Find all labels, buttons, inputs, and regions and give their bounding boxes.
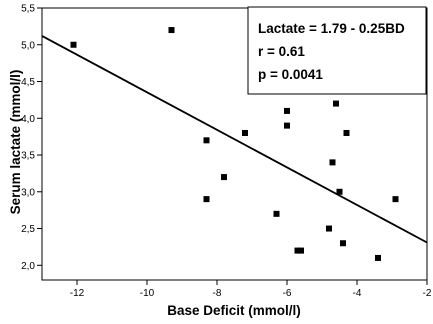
x-tick-label: -4: [353, 288, 362, 299]
data-points: [70, 27, 399, 261]
data-point: [273, 210, 280, 217]
y-tick-label: 3,0: [21, 187, 35, 198]
x-tick-label: -12: [70, 288, 85, 299]
y-tick-label: 3,5: [21, 151, 35, 162]
data-point: [221, 174, 227, 181]
data-point: [375, 254, 381, 261]
data-point: [70, 41, 77, 48]
data-point: [284, 107, 290, 114]
x-tick-label: -10: [140, 288, 155, 299]
regression-line: [41, 35, 428, 244]
x-tick-label: -2: [423, 288, 432, 299]
data-point: [284, 122, 290, 129]
data-point: [329, 159, 336, 166]
data-point: [203, 196, 210, 203]
data-point: [336, 188, 343, 195]
data-point: [168, 27, 175, 34]
y-tick-label: 2,0: [21, 261, 35, 272]
y-tick-label: 2,5: [21, 224, 35, 235]
data-point: [326, 225, 332, 232]
data-point: [242, 129, 248, 136]
data-point: [392, 196, 399, 203]
y-axis-title: Serum lactate (mmol/l): [8, 70, 23, 215]
x-axis-title: Base Deficit (mmol/l): [167, 303, 301, 318]
annotation-frame: [247, 6, 427, 95]
y-tick-label: 5,5: [21, 4, 35, 15]
x-tick-label: -8: [213, 288, 222, 299]
annotation-r: r = 0.61: [258, 44, 305, 59]
y-tick-label: 5,0: [21, 40, 35, 51]
x-tick-label: -6: [283, 288, 292, 299]
y-tick-label: 4,0: [21, 114, 35, 125]
y-axis: 2,0 2,5 3,0 3,5 4,0 4,5 5,0 5,5: [21, 4, 42, 272]
plot-area: -12 -10 -8 -6 -4 -2 2,0 2,5 3,0 3,5 4,0 4,5 5,0 5,5: [21, 4, 432, 300]
annotation-box: Lactate = 1.79 - 0.25BD r = 0.61 p = 0.0…: [247, 6, 427, 95]
data-point: [343, 129, 350, 136]
data-point: [340, 240, 346, 247]
x-axis: -12 -10 -8 -6 -4 -2: [70, 280, 432, 299]
annotation-p: p = 0.0041: [258, 67, 323, 82]
plot-frame: [41, 7, 428, 281]
data-point: [333, 100, 339, 107]
data-point: [203, 137, 210, 144]
data-point: [294, 247, 301, 254]
annotation-equation: Lactate = 1.79 - 0.25BD: [258, 21, 405, 36]
data-point: [298, 247, 304, 254]
y-tick-label: 4,5: [21, 77, 35, 88]
